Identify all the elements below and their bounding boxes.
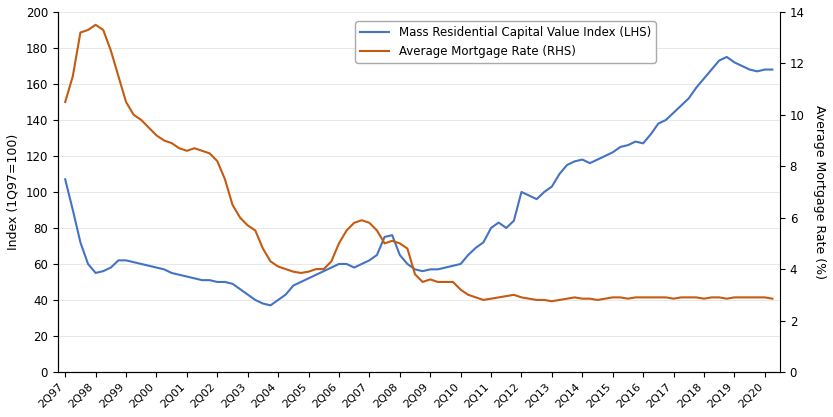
Average Mortgage Rate (RHS) <box>250 228 260 233</box>
Mass Residential Capital Value Index (LHS) <box>182 274 192 279</box>
Average Mortgage Rate (RHS) <box>547 299 557 304</box>
Legend: Mass Residential Capital Value Index (LHS), Average Mortgage Rate (RHS): Mass Residential Capital Value Index (LH… <box>355 21 656 63</box>
Average Mortgage Rate (RHS) <box>767 296 777 301</box>
Average Mortgage Rate (RHS) <box>60 99 70 104</box>
Y-axis label: Index (1Q97=100): Index (1Q97=100) <box>7 134 20 250</box>
Average Mortgage Rate (RHS) <box>189 146 199 151</box>
Mass Residential Capital Value Index (LHS) <box>242 292 252 297</box>
Mass Residential Capital Value Index (LHS) <box>342 261 352 266</box>
Average Mortgage Rate (RHS) <box>91 22 101 27</box>
Mass Residential Capital Value Index (LHS) <box>494 220 504 225</box>
Mass Residential Capital Value Index (LHS) <box>364 258 374 263</box>
Average Mortgage Rate (RHS) <box>608 295 618 300</box>
Line: Average Mortgage Rate (RHS): Average Mortgage Rate (RHS) <box>65 25 772 301</box>
Average Mortgage Rate (RHS) <box>342 228 352 233</box>
Mass Residential Capital Value Index (LHS) <box>60 177 70 182</box>
Average Mortgage Rate (RHS) <box>364 220 374 225</box>
Mass Residential Capital Value Index (LHS) <box>600 153 610 158</box>
Y-axis label: Average Mortgage Rate (%): Average Mortgage Rate (%) <box>813 105 826 279</box>
Mass Residential Capital Value Index (LHS) <box>266 303 276 308</box>
Average Mortgage Rate (RHS) <box>494 295 504 300</box>
Line: Mass Residential Capital Value Index (LHS): Mass Residential Capital Value Index (LH… <box>65 57 772 305</box>
Mass Residential Capital Value Index (LHS) <box>767 67 777 72</box>
Mass Residential Capital Value Index (LHS) <box>721 55 731 60</box>
